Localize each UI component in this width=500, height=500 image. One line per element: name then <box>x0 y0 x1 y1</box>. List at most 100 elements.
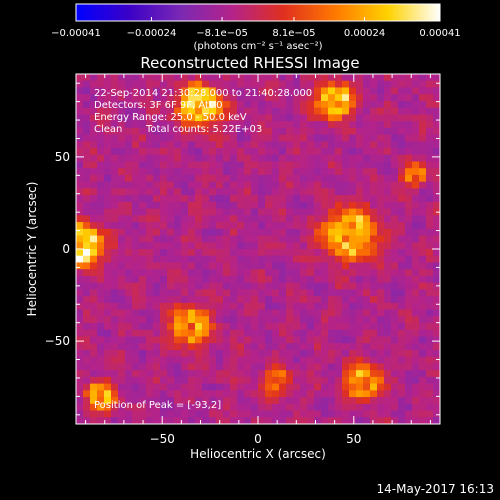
heatmap-cell <box>342 107 350 115</box>
heatmap-cell <box>216 100 224 109</box>
heatmap-cell <box>160 275 168 284</box>
heatmap-cell <box>230 269 238 277</box>
heatmap-cell <box>433 329 441 337</box>
heatmap-cell <box>237 114 245 122</box>
heatmap-cell <box>314 417 322 425</box>
heatmap-cell <box>265 181 273 189</box>
heatmap-cell <box>314 269 322 277</box>
heatmap-cell <box>83 114 91 122</box>
heatmap-cell <box>349 390 357 398</box>
heatmap-cell <box>391 188 399 196</box>
heatmap-cell <box>328 417 336 425</box>
heatmap-cell <box>160 417 168 425</box>
heatmap-cell <box>251 201 259 210</box>
heatmap-cell <box>125 100 133 109</box>
heatmap-cell <box>307 255 315 263</box>
heatmap-cell <box>209 107 217 115</box>
heatmap-cell <box>419 114 427 122</box>
heatmap-cell <box>370 80 378 88</box>
heatmap-cell <box>272 107 280 115</box>
heatmap-cell <box>363 249 371 257</box>
heatmap-cell <box>244 235 252 243</box>
heatmap-cell <box>209 410 217 418</box>
heatmap-cell <box>118 94 126 102</box>
heatmap-cell <box>139 242 147 250</box>
heatmap-cell <box>209 289 217 297</box>
heatmap-cell <box>426 80 434 88</box>
heatmap-cell <box>412 343 420 351</box>
heatmap-cell <box>377 121 385 129</box>
heatmap-cell <box>244 201 252 210</box>
heatmap-cell <box>104 296 112 304</box>
heatmap-cell <box>76 74 84 82</box>
heatmap-cell <box>167 390 175 398</box>
heatmap-cell <box>314 383 322 391</box>
heatmap-cell <box>209 154 217 162</box>
heatmap-cell <box>83 249 91 257</box>
heatmap-cell <box>363 161 371 169</box>
heatmap-cell <box>426 181 434 189</box>
heatmap-cell <box>153 107 161 115</box>
heatmap-cell <box>384 168 392 176</box>
heatmap-cell <box>209 302 217 310</box>
heatmap-cell <box>419 349 427 358</box>
heatmap-cell <box>272 302 280 310</box>
heatmap-cell <box>258 154 266 162</box>
heatmap-cell <box>90 100 98 109</box>
heatmap-cell <box>216 376 224 385</box>
heatmap-cell <box>286 370 294 378</box>
heatmap-cell <box>202 127 210 135</box>
heatmap-cell <box>244 208 252 216</box>
heatmap-cell <box>412 403 420 411</box>
heatmap-cell <box>426 302 434 310</box>
heatmap-cell <box>419 249 427 257</box>
heatmap-cell <box>370 215 378 223</box>
heatmap-cell <box>412 242 420 250</box>
heatmap-cell <box>90 168 98 176</box>
heatmap-cell <box>188 228 196 236</box>
heatmap-cell <box>314 154 322 162</box>
heatmap-cell <box>433 269 441 277</box>
heatmap-cell <box>328 148 336 156</box>
heatmap-cell <box>279 228 287 236</box>
heatmap-cell <box>202 255 210 263</box>
heatmap-cell <box>111 255 119 263</box>
heatmap-cell <box>272 121 280 129</box>
heatmap-cell <box>300 417 308 425</box>
heatmap-cell <box>384 114 392 122</box>
heatmap-cell <box>118 329 126 337</box>
heatmap-cell <box>328 370 336 378</box>
annotation-time-range: 22-Sep-2014 21:30:28.000 to 21:40:28.000 <box>94 88 312 99</box>
heatmap-cell <box>160 201 168 210</box>
heatmap-cell <box>97 363 105 371</box>
heatmap-cell <box>223 87 231 95</box>
colorbar-tick-label: −0.00024 <box>127 28 177 39</box>
heatmap-cell <box>300 403 308 411</box>
heatmap-cell <box>328 316 336 324</box>
heatmap-cell <box>391 275 399 284</box>
heatmap-cell <box>405 249 413 257</box>
heatmap-cell <box>167 363 175 371</box>
heatmap-cell <box>391 121 399 129</box>
heatmap-cell <box>433 242 441 250</box>
heatmap-cell <box>335 168 343 176</box>
heatmap-cell <box>209 417 217 425</box>
heatmap-cell <box>160 87 168 95</box>
heatmap-cell <box>223 262 231 270</box>
heatmap-cell <box>146 114 154 122</box>
heatmap-cell <box>342 174 350 183</box>
heatmap-cell <box>398 403 406 411</box>
heatmap-cell <box>97 228 105 236</box>
heatmap-cell <box>97 161 105 169</box>
heatmap-cell <box>398 188 406 196</box>
heatmap-cell <box>258 376 266 385</box>
heatmap-cell <box>342 316 350 324</box>
heatmap-cell <box>230 114 238 122</box>
heatmap-cell <box>307 222 315 230</box>
heatmap-cell <box>279 168 287 176</box>
heatmap-cell <box>405 403 413 411</box>
heatmap-cell <box>195 161 203 169</box>
heatmap-cell <box>97 100 105 109</box>
heatmap-cell <box>433 249 441 257</box>
heatmap-cell <box>97 80 105 88</box>
